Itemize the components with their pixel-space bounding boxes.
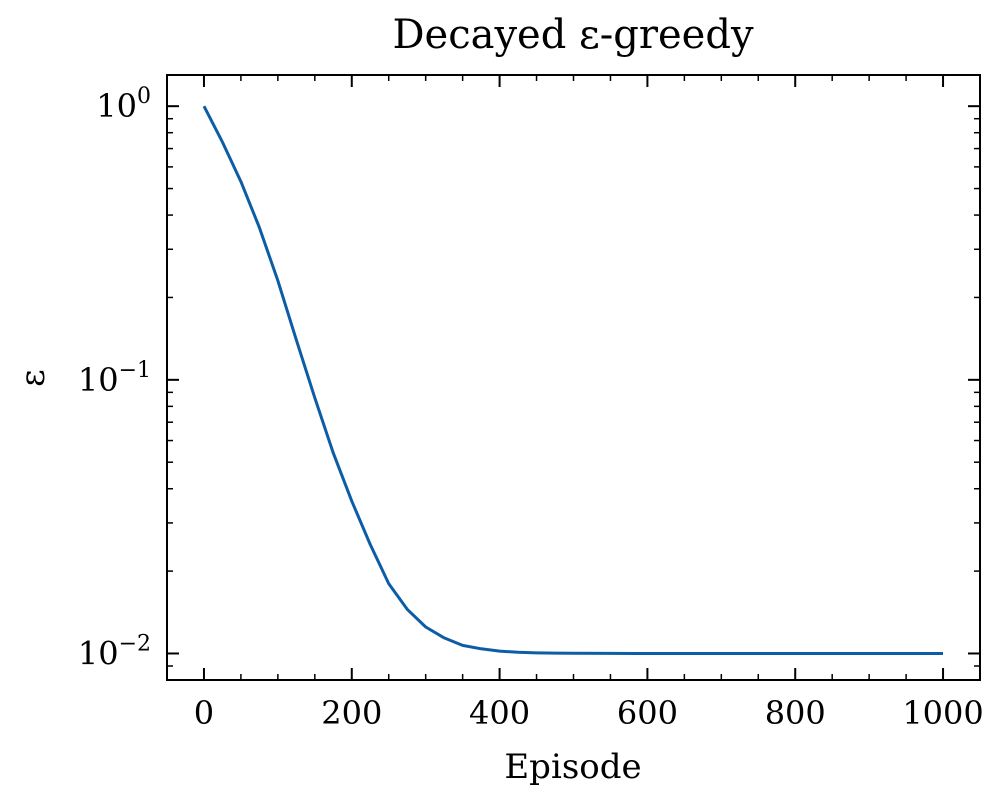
chart-title: Decayed ε-greedy: [392, 12, 753, 58]
y-tick-label: 10−1: [78, 358, 151, 399]
x-tick-label: 1000: [902, 694, 983, 732]
x-tick-label: 200: [321, 694, 382, 732]
y-tick-label: 10−2: [78, 631, 151, 672]
x-tick-label: 800: [765, 694, 826, 732]
x-tick-label: 400: [469, 694, 530, 732]
series-line: [202, 105, 943, 655]
plot-area: 0 200 400 600 800 1000 100 10−1 10−2: [78, 74, 984, 732]
x-tick-label: 0: [194, 694, 214, 732]
y-tick-label: 100: [96, 84, 151, 125]
plot-frame: [166, 74, 981, 681]
x-tick-label: 600: [617, 694, 678, 732]
x-axis-label: Episode: [504, 747, 641, 787]
y-axis-label: ε: [13, 369, 53, 387]
